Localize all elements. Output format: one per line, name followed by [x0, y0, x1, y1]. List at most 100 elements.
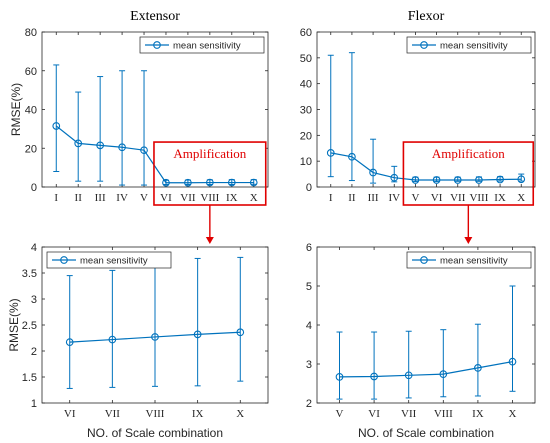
data-point [193, 330, 202, 339]
x-tick-label: IX [226, 192, 238, 204]
data-point [453, 176, 462, 184]
x-tick-label: IX [472, 408, 484, 420]
legend-marker [420, 41, 428, 49]
legend-label: mean sensitivity [80, 256, 148, 267]
series-line [330, 152, 522, 181]
legend: mean sensitivity [139, 36, 265, 54]
plot-frame [41, 31, 269, 188]
amplification-label: Amplification [432, 146, 505, 161]
chart-title: Flexor [408, 9, 445, 24]
plot-frame [316, 246, 536, 404]
data-point [390, 173, 399, 182]
data-point [404, 371, 413, 380]
data-point [335, 373, 344, 381]
y-tick-label: 2.5 [22, 320, 37, 332]
y-tick-label: 10 [300, 156, 312, 168]
y-tick-label: 6 [306, 242, 312, 254]
data-point [496, 175, 504, 184]
y-tick-label: 3 [306, 359, 312, 371]
amplification-annotation: Amplification [153, 141, 267, 244]
data-point [475, 176, 483, 184]
y-tick-label: 0 [31, 182, 37, 194]
x-tick-label: IX [494, 192, 506, 204]
x-tick-label: IV [388, 192, 400, 204]
data-point [370, 372, 378, 381]
data-point [140, 146, 148, 155]
x-tick-label: II [348, 192, 356, 204]
legend: mean sensitivity [406, 36, 532, 54]
y-axis-label: RMSE(%) [7, 298, 21, 351]
y-tick-label: 3.5 [22, 268, 37, 280]
x-tick-label: VIII [146, 408, 165, 420]
series-line [339, 361, 513, 378]
y-tick-label: 50 [300, 53, 312, 65]
x-tick-label: VII [401, 408, 417, 420]
series-line [55, 125, 254, 184]
x-tick-label: V [140, 192, 148, 204]
data-point [151, 333, 159, 341]
x-tick-label: VIII [200, 192, 219, 204]
x-tick-label: III [95, 192, 106, 204]
data-point [108, 335, 117, 344]
x-tick-label: I [329, 192, 333, 204]
x-tick-label: VI [160, 192, 172, 204]
data-point [96, 141, 104, 150]
data-point [206, 178, 214, 187]
y-tick-label: 5 [306, 281, 312, 293]
legend: mean sensitivity [406, 251, 532, 269]
x-tick-label: III [368, 192, 379, 204]
x-tick-label: VII [105, 408, 121, 420]
y-tick-label: 40 [25, 105, 37, 117]
x-axis-label: NO. of Scale combination [358, 426, 494, 440]
x-tick-label: VIII [469, 192, 488, 204]
legend-label: mean sensitivity [440, 41, 508, 52]
series-mean-sensitivity [65, 256, 245, 389]
data-point [432, 176, 441, 184]
series-line [69, 331, 241, 343]
series-mean-sensitivity [52, 64, 258, 187]
x-tick-label: V [411, 192, 419, 204]
legend: mean sensitivity [46, 251, 172, 269]
x-tick-label: X [509, 408, 517, 420]
data-point [249, 178, 258, 187]
data-point [118, 143, 126, 152]
data-point [348, 152, 356, 161]
legend-box [406, 251, 532, 269]
plot-frame [316, 31, 536, 188]
amplification-arrow-head [464, 237, 473, 244]
x-tick-label: VI [368, 408, 380, 420]
x-tick-label: VII [180, 192, 196, 204]
legend-label: mean sensitivity [440, 256, 508, 267]
x-tick-label: VIII [434, 408, 453, 420]
chart-title: Extensor [130, 9, 180, 24]
x-tick-label: IV [116, 192, 128, 204]
y-tick-label: 2 [31, 346, 37, 358]
x-tick-label: X [236, 408, 244, 420]
data-point [369, 168, 377, 177]
y-tick-label: 4 [306, 320, 312, 332]
chart-extensor-bottom: 1 1.5 2 2.5 3 3.5 4 VI VII VIII IX X RMSE(%) NO. of S… [7, 242, 269, 440]
series-mean-sensitivity [326, 52, 526, 184]
y-tick-label: 1 [31, 398, 37, 410]
y-tick-label: 20 [300, 130, 312, 142]
data-point [439, 370, 448, 378]
x-tick-label: X [517, 192, 525, 204]
amplification-arrow-head [205, 237, 214, 244]
y-tick-label: 30 [300, 105, 312, 117]
amplification-annotation: Amplification [402, 141, 535, 244]
chart-flexor-bottom: 2 3 4 5 6 V VI VII VIII IX X NO. of Scale combinati… [306, 242, 536, 440]
y-tick-label: 4 [31, 242, 37, 254]
x-tick-label: VI [64, 408, 76, 420]
x-tick-label: VI [431, 192, 443, 204]
legend-marker [60, 256, 68, 264]
data-point [326, 149, 335, 157]
legend-marker [153, 41, 161, 49]
data-point [236, 328, 245, 337]
legend-label: mean sensitivity [173, 41, 241, 52]
x-tick-label: V [336, 408, 344, 420]
data-point [517, 175, 526, 184]
data-point [52, 122, 61, 130]
data-point [162, 178, 170, 187]
x-tick-label: X [250, 192, 258, 204]
